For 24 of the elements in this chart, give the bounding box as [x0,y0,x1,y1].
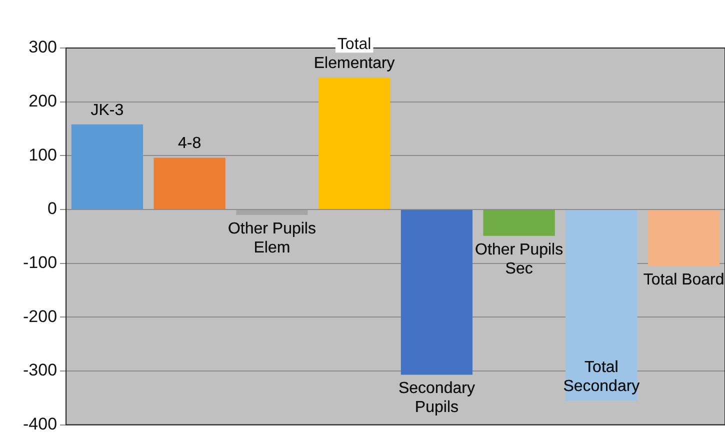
x-tick-label: 4-8 [178,135,202,152]
x-tick-label: Secondary Pupils [398,380,475,416]
y-tick-label: 300 [28,38,58,57]
y-tick-label: -100 [22,253,58,272]
bar [71,124,144,209]
y-tick-label: 100 [28,145,58,164]
bar [318,78,390,209]
y-tick-label: -400 [22,414,58,434]
x-tick-label: Total Board [643,271,724,288]
x-tick-label: Total Elementary [314,36,395,72]
x-tick-label: Other Pupils Elem [228,220,316,256]
x-tick-label: Other Pupils Sec [475,241,564,278]
y-tick-label: 200 [28,92,58,111]
y-tick-label: -200 [22,306,58,326]
y-tick-label: 0 [48,199,58,218]
bar [236,210,308,215]
x-tick-label: Total Secondary [563,358,640,395]
bar [483,210,555,236]
x-tick-label: JK-3 [90,102,124,119]
y-tick-label: -300 [22,360,58,380]
bar [566,210,638,401]
bar [400,210,473,375]
bar [154,158,226,209]
bar [648,210,720,266]
